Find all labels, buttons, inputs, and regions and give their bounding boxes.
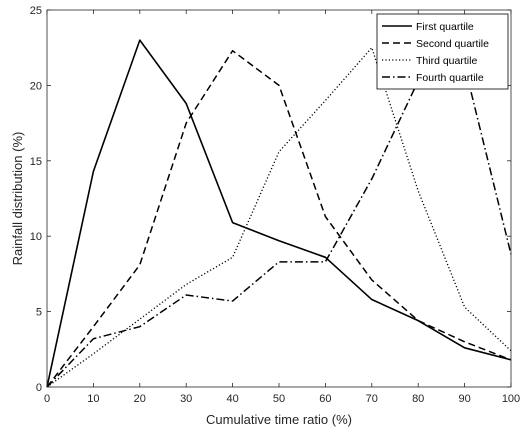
legend-label-second-quartile: Second quartile (416, 38, 489, 50)
y-tick-label: 15 (30, 156, 42, 168)
x-tick-label: 10 (87, 393, 99, 405)
legend-label-fourth-quartile: Fourth quartile (416, 72, 484, 84)
legend-label-third-quartile: Third quartile (416, 55, 477, 67)
y-tick-label: 20 (30, 80, 42, 92)
x-tick-label: 90 (458, 393, 470, 405)
legend-label-first-quartile: First quartile (416, 21, 474, 33)
x-tick-label: 30 (180, 393, 192, 405)
x-tick-label: 40 (226, 393, 238, 405)
y-tick-label: 25 (30, 5, 42, 17)
series-line-fourth-quartile (46, 65, 512, 388)
x-tick-label: 50 (273, 393, 285, 405)
x-tick-label: 20 (134, 393, 146, 405)
series-line-third-quartile (46, 47, 512, 388)
y-tick-label: 0 (36, 382, 42, 394)
y-tick-label: 5 (36, 307, 42, 319)
legend: First quartile Second quartile Third qua… (376, 13, 509, 90)
axis-ticks (46, 9, 512, 388)
y-tick-label: 10 (30, 231, 42, 243)
series-line-second-quartile (46, 49, 512, 388)
x-tick-label: 100 (502, 393, 520, 405)
plot-lines (46, 39, 512, 388)
x-tick-label: 0 (44, 393, 50, 405)
x-tick-label: 80 (412, 393, 424, 405)
y-axis-label: Rainfall distribution (%) (10, 132, 25, 266)
tick-labels: 0 10 20 30 40 50 60 70 80 90 100 0 5 10 15 20 25 (30, 5, 520, 405)
x-axis-label: Cumulative time ratio (%) (206, 412, 352, 427)
x-tick-label: 60 (319, 393, 331, 405)
series-line-first-quartile (46, 39, 512, 388)
x-tick-label: 70 (366, 393, 378, 405)
